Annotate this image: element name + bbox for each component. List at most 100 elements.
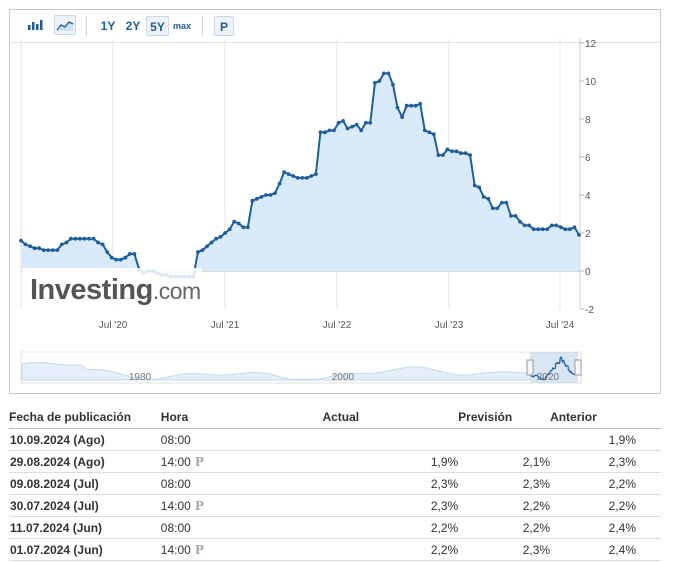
x-axis-labels: Jul '20 Jul '21 Jul '22 Jul '23 Jul '24 [99, 320, 575, 331]
data-point [73, 236, 78, 241]
x-tick-label: Jul '21 [211, 320, 240, 331]
cell-time: 08:00 [160, 428, 323, 451]
data-point [341, 119, 345, 123]
data-point [55, 248, 60, 253]
data-point [513, 214, 518, 218]
cell-time-text: 08:00 [160, 476, 191, 491]
data-point [123, 255, 128, 260]
cell-forecast: 2,2% [458, 494, 551, 517]
toolbar-separator [202, 16, 203, 36]
data-point [413, 103, 418, 108]
data-point [486, 196, 491, 201]
data-point [132, 252, 137, 256]
data-point [454, 149, 459, 154]
data-point [418, 101, 423, 106]
data-point [227, 227, 232, 232]
toolbar-separator [86, 16, 87, 36]
data-point [459, 151, 463, 156]
data-point [64, 240, 69, 245]
cell-actual: 1,9% [322, 450, 459, 473]
table-header-row: Fecha de publicación Hora Actual Previsi… [9, 406, 661, 429]
cell-actual: 2,2% [322, 538, 459, 561]
data-point [363, 120, 368, 125]
cell-previous: 2,2% [550, 472, 661, 495]
data-point [109, 255, 114, 260]
range-2y-button[interactable]: 2Y [125, 19, 141, 33]
navigator-selection[interactable] [530, 352, 578, 383]
data-point [332, 128, 336, 133]
data-point [559, 225, 563, 230]
data-point [105, 250, 110, 254]
navigator-right-handle[interactable] [574, 359, 582, 376]
data-point [82, 236, 87, 241]
range-5y-button[interactable]: 5Y [146, 16, 169, 36]
data-point [563, 227, 568, 232]
data-point [500, 200, 504, 205]
data-point [536, 227, 541, 232]
cell-date: 11.07.2024 (Jun) [9, 516, 161, 539]
table-body: 10.09.2024 (Ago) 08:00 1,9% 29.08.2024 (Ago… [9, 428, 661, 561]
cell-forecast: 2,1% [458, 450, 551, 473]
navigator-year-label: 1980 [129, 372, 152, 383]
preliminary-toggle-button[interactable]: P [214, 16, 234, 36]
data-point [28, 244, 32, 249]
data-point [118, 257, 123, 262]
data-point [19, 238, 23, 243]
data-point [209, 240, 214, 245]
data-point [359, 128, 364, 133]
data-point [377, 79, 382, 83]
data-point [327, 128, 332, 133]
data-point [477, 185, 482, 190]
data-point [214, 236, 219, 241]
data-point [518, 219, 522, 224]
data-point [441, 153, 445, 158]
data-point [218, 234, 223, 239]
watermark-suffix: .com [153, 278, 201, 304]
data-point [545, 227, 550, 232]
bar-chart-icon [28, 20, 43, 30]
area-chart-type-button[interactable] [54, 15, 76, 35]
preliminary-badge-icon: P [194, 498, 204, 513]
navigator-line [21, 362, 531, 381]
data-point [314, 172, 318, 177]
y-tick-label: 4 [585, 191, 591, 202]
x-tick-label: Jul '22 [323, 320, 352, 331]
cell-time: 14:00 P [160, 538, 323, 561]
navigator-left-handle[interactable] [526, 359, 534, 376]
x-tick-label: Jul '20 [99, 320, 128, 331]
cell-previous: 2,2% [550, 494, 661, 517]
cell-date: 29.08.2024 (Ago) [9, 450, 161, 473]
data-point [259, 195, 264, 199]
data-point [268, 193, 273, 197]
cell-actual: 2,3% [322, 472, 459, 495]
data-point [549, 223, 554, 228]
cell-time: 14:00 P [160, 450, 323, 473]
y-tick-label: 6 [585, 153, 591, 164]
data-point [345, 126, 350, 131]
bar-chart-type-button[interactable] [24, 15, 46, 35]
cell-date: 01.07.2024 (Jun) [9, 538, 161, 561]
cell-time-text: 08:00 [160, 432, 191, 447]
data-point [291, 174, 296, 178]
data-point [309, 174, 314, 178]
main-chart: 12 10 8 6 4 2 0 -2 Jul '20 Jul '21 Jul '22 Jul '23… [19, 39, 597, 384]
data-point [323, 130, 327, 135]
data-point [46, 248, 51, 253]
data-point [277, 181, 282, 186]
header-actual: Actual [322, 406, 459, 429]
data-point [391, 82, 395, 87]
data-point [527, 223, 531, 228]
cell-forecast: 2,2% [458, 516, 551, 539]
range-max-button[interactable]: max [172, 21, 191, 31]
cell-time: 08:00 [160, 516, 323, 539]
cell-previous: 1,9% [550, 428, 661, 451]
range-navigator[interactable]: 1980 2000 2020 [20, 351, 582, 384]
range-1y-button[interactable]: 1Y [100, 19, 116, 33]
header-forecast: Previsión [458, 406, 551, 429]
data-point [241, 225, 246, 230]
data-point [59, 242, 64, 247]
data-point [468, 153, 472, 158]
cell-time-text: 14:00 [160, 498, 191, 513]
table-row: 09.08.2024 (Jul) 08:00 2,3% 2,3% 2,2% [9, 472, 661, 495]
cell-actual: 2,3% [322, 494, 459, 517]
